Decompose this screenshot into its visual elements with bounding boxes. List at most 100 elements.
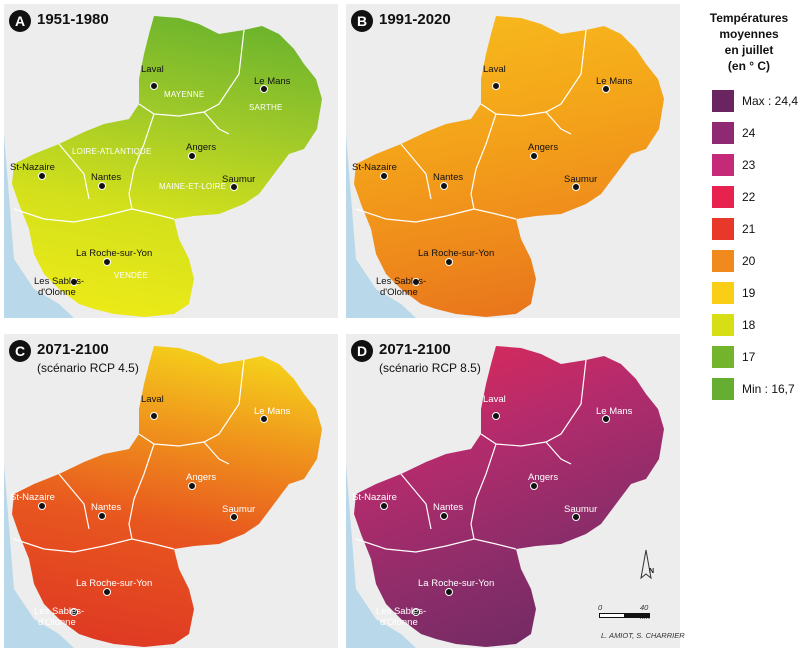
legend-swatch xyxy=(712,90,734,112)
city-label: d'Olonne xyxy=(38,287,76,298)
department-label-sarthe: SARTHE xyxy=(249,103,283,112)
city-label-stnazaire: St-Nazaire xyxy=(10,492,55,503)
legend-label: 23 xyxy=(742,158,756,172)
city-marker xyxy=(70,278,78,286)
department-label-mayenne: MAYENNE xyxy=(164,90,205,99)
city-marker xyxy=(188,152,196,160)
city-marker xyxy=(380,502,388,510)
city-label: Les Sables- xyxy=(376,606,427,617)
city-label-larochesuryon: La Roche-sur-Yon xyxy=(76,578,153,589)
city-label-stnazaire: St-Nazaire xyxy=(352,492,397,503)
city-label-saumur: Saumur xyxy=(564,504,598,515)
department-label-loire-atlantique: LOIRE-ATLANTIQUE xyxy=(72,147,152,156)
panel-subtitle: (scénario RCP 8.5) xyxy=(379,361,481,375)
city-marker xyxy=(150,412,158,420)
map-panel-b: B 1991-2020 Laval Le Mans Angers St-Nazaire Na… xyxy=(346,4,680,318)
legend-swatch xyxy=(712,282,734,304)
panel-subtitle: (scénario RCP 4.5) xyxy=(37,361,139,375)
city-label: Les Sables- xyxy=(376,276,427,287)
city-label-laval: Laval xyxy=(141,394,164,405)
legend-swatch xyxy=(712,378,734,400)
city-marker xyxy=(530,482,538,490)
city-label: d'Olonne xyxy=(38,617,76,628)
credit-text: L. AMIOT, S. CHARRIER xyxy=(601,631,685,640)
map-panel-c: C 2071-2100 (scénario RCP 4.5) Laval Le Mans… xyxy=(4,334,338,648)
city-marker xyxy=(38,502,46,510)
legend-label: 21 xyxy=(742,222,756,236)
city-marker xyxy=(150,82,158,90)
city-marker xyxy=(412,608,420,616)
legend-swatch xyxy=(712,250,734,272)
panel-title: 2071-2100 xyxy=(37,341,109,358)
city-marker xyxy=(445,258,453,266)
city-marker xyxy=(230,513,238,521)
city-marker xyxy=(98,512,106,520)
city-label-nantes: Nantes xyxy=(433,502,464,513)
city-label-larochesuryon: La Roche-sur-Yon xyxy=(418,248,495,259)
scale-end-label: 40 km xyxy=(640,603,650,621)
scale-bar: 0 40 km xyxy=(596,603,656,621)
city-marker xyxy=(380,172,388,180)
city-label-stnazaire: St-Nazaire xyxy=(352,162,397,173)
city-marker xyxy=(440,182,448,190)
city-marker xyxy=(602,415,610,423)
city-label-angers: Angers xyxy=(186,142,217,153)
legend-label: 19 xyxy=(742,286,756,300)
city-marker xyxy=(70,608,78,616)
city-marker xyxy=(103,258,111,266)
city-label-saumur: Saumur xyxy=(564,174,598,185)
scale-segment xyxy=(624,613,650,618)
legend-swatch xyxy=(712,314,734,336)
city-marker xyxy=(103,588,111,596)
city-marker xyxy=(572,513,580,521)
city-label-nantes: Nantes xyxy=(91,502,122,513)
legend-label: 20 xyxy=(742,254,756,268)
legend-title-line: Températures xyxy=(709,11,789,25)
panel-badge: B xyxy=(351,10,373,32)
panel-title: 1991-2020 xyxy=(379,11,451,28)
city-marker xyxy=(260,415,268,423)
city-label-nantes: Nantes xyxy=(91,172,122,183)
legend-label: Max : 24,4 xyxy=(742,94,799,108)
city-marker xyxy=(98,182,106,190)
city-label-lemans: Le Mans xyxy=(254,76,291,87)
map-panel-a: A 1951-1980 Laval Le Mans Angers St-Nazaire Na… xyxy=(4,4,338,318)
panel-title: 1951-1980 xyxy=(37,11,109,28)
legend-swatch xyxy=(712,122,734,144)
panel-badge: D xyxy=(351,340,373,362)
city-marker xyxy=(38,172,46,180)
legend-label: 22 xyxy=(742,190,756,204)
city-label-lemans: Le Mans xyxy=(254,406,291,417)
legend: Températures moyennes en juillet (en ° C… xyxy=(700,6,800,400)
legend-title-line: (en ° C) xyxy=(727,59,771,73)
legend-title-line: moyennes xyxy=(719,27,779,41)
scale-segment xyxy=(599,613,625,618)
city-label-saumur: Saumur xyxy=(222,174,256,185)
city-marker xyxy=(440,512,448,520)
city-label-laval: Laval xyxy=(141,64,164,75)
panel-badge: C xyxy=(9,340,31,362)
city-label-larochesuryon: La Roche-sur-Yon xyxy=(76,248,153,259)
city-marker xyxy=(230,183,238,191)
city-marker xyxy=(602,85,610,93)
panel-title: 2071-2100 xyxy=(379,341,451,358)
city-marker xyxy=(572,183,580,191)
legend-title: Températures moyennes en juillet (en ° C… xyxy=(700,10,798,74)
map-panel-d: D 2071-2100 (scénario RCP 8.5) Laval Le Mans… xyxy=(346,334,680,648)
city-marker xyxy=(260,85,268,93)
legend-swatch xyxy=(712,186,734,208)
legend-title-line: en juillet xyxy=(724,43,774,57)
city-label-lemans: Le Mans xyxy=(596,76,633,87)
city-marker xyxy=(492,412,500,420)
city-label: Les Sables- xyxy=(34,276,85,287)
city-label-larochesuryon: La Roche-sur-Yon xyxy=(418,578,495,589)
legend-swatch xyxy=(712,154,734,176)
region-map xyxy=(346,346,664,648)
department-label-maine-et-loire: MAINE-ET-LOIRE xyxy=(159,182,227,191)
legend-label: 18 xyxy=(742,318,756,332)
city-label-angers: Angers xyxy=(528,142,559,153)
city-label-laval: Laval xyxy=(483,394,506,405)
city-marker xyxy=(445,588,453,596)
department-label-vendee: VENDÉE xyxy=(114,271,149,280)
region-map xyxy=(4,16,322,318)
